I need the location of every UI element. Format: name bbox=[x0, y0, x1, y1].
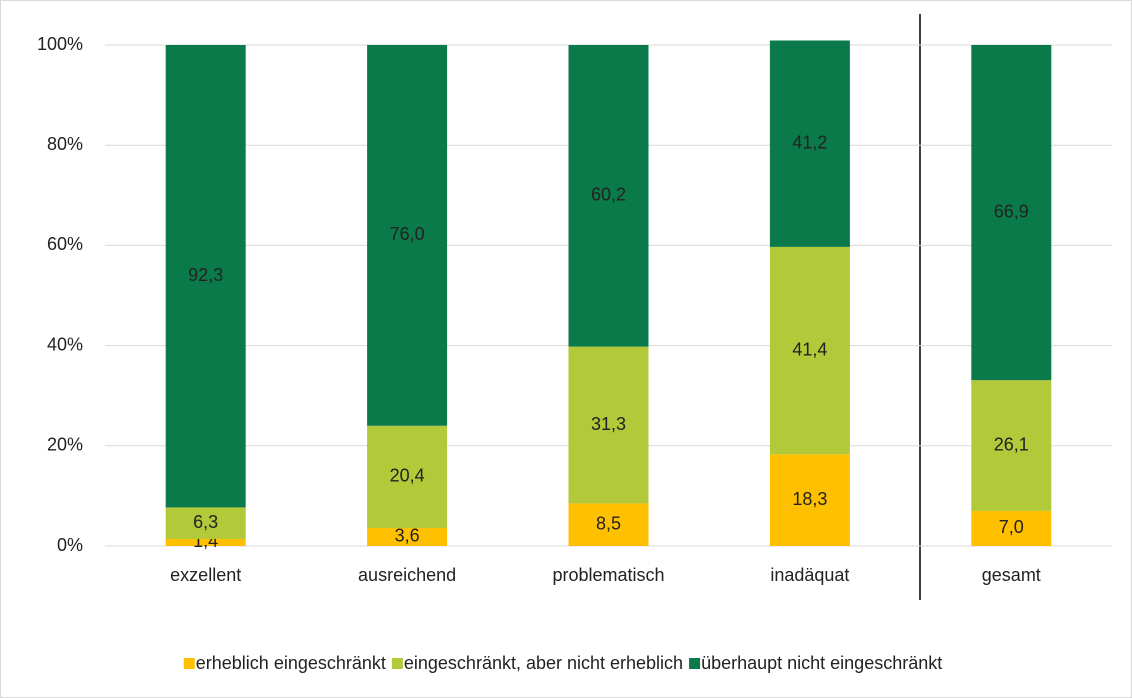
bar-segment bbox=[971, 380, 1052, 511]
data-label: 60,2 bbox=[591, 185, 626, 205]
legend-label: eingeschränkt, aber nicht erheblich bbox=[404, 653, 683, 673]
y-tick-label: 0% bbox=[57, 535, 83, 555]
legend-label: erheblich eingeschränkt bbox=[196, 653, 386, 673]
y-tick-label: 60% bbox=[47, 234, 83, 254]
data-label: 31,3 bbox=[591, 414, 626, 434]
data-label: 41,2 bbox=[792, 132, 827, 152]
data-label: 66,9 bbox=[994, 201, 1029, 221]
data-label: 76,0 bbox=[390, 224, 425, 244]
bar-segment bbox=[971, 45, 1052, 381]
data-label: 41,4 bbox=[792, 339, 827, 359]
x-tick-label: problematisch bbox=[552, 565, 664, 585]
bar-segment bbox=[165, 45, 246, 508]
y-tick-label: 40% bbox=[47, 334, 83, 354]
x-tick-label: gesamt bbox=[982, 565, 1041, 585]
legend-swatch bbox=[689, 658, 701, 669]
legend-swatch bbox=[183, 658, 195, 669]
x-tick-label: inadäquat bbox=[770, 565, 849, 585]
bar-segment bbox=[568, 45, 649, 347]
data-label: 18,3 bbox=[792, 489, 827, 509]
legend-label: überhaupt nicht eingeschränkt bbox=[701, 653, 942, 673]
y-tick-label: 100% bbox=[37, 34, 83, 54]
data-label: 6,3 bbox=[193, 512, 218, 532]
data-label: 92,3 bbox=[188, 265, 223, 285]
bar-segment bbox=[165, 507, 246, 539]
legend: erheblich eingeschränkt eingeschränkt, ab… bbox=[183, 653, 942, 673]
bar-segment bbox=[568, 503, 649, 546]
data-label: 3,6 bbox=[395, 526, 420, 546]
bar-segment bbox=[769, 454, 850, 546]
data-label: 7,0 bbox=[999, 517, 1024, 537]
data-label: 8,5 bbox=[596, 513, 621, 533]
bar-segment bbox=[769, 40, 850, 247]
legend-swatch bbox=[391, 658, 403, 669]
bar-segment bbox=[367, 45, 448, 426]
y-tick-label: 20% bbox=[47, 435, 83, 455]
y-tick-label: 80% bbox=[47, 134, 83, 154]
x-tick-label: exzellent bbox=[170, 565, 241, 585]
bar-segment bbox=[367, 425, 448, 528]
bar-segment bbox=[971, 510, 1052, 546]
data-label: 26,1 bbox=[994, 434, 1029, 454]
bar-segment bbox=[367, 527, 448, 546]
x-tick-label: ausreichend bbox=[358, 565, 456, 585]
data-label: 20,4 bbox=[390, 466, 425, 486]
bar-segment bbox=[568, 346, 649, 504]
bar-segment bbox=[769, 246, 850, 455]
bar-segment bbox=[165, 538, 246, 546]
